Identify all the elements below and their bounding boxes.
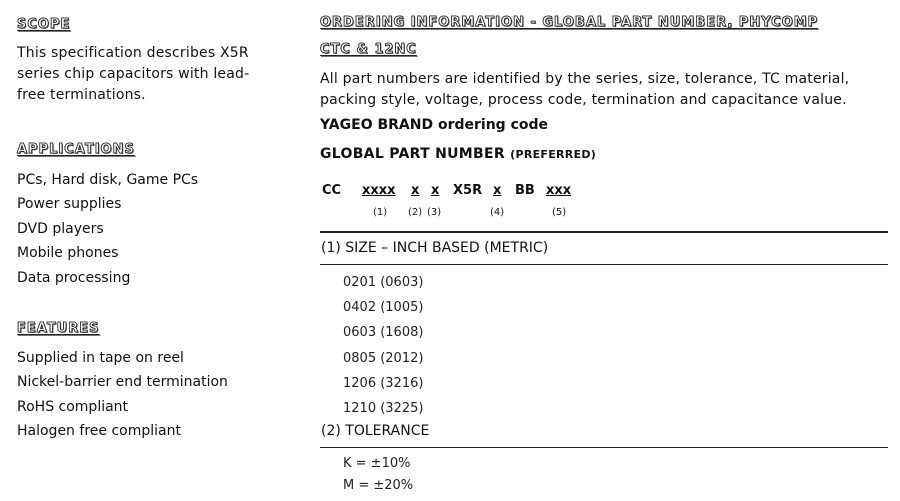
size-list: 0201 (0603) 0402 (1005) 0603 (1608) 0805… xyxy=(343,270,423,421)
divider xyxy=(320,231,888,233)
scope-line: This specification describes X5R xyxy=(17,45,249,61)
list-item: 0201 (0603) xyxy=(343,275,424,290)
list-item: 1206 (3216) xyxy=(343,375,424,391)
scope-text: This specification describes X5R series … xyxy=(17,43,249,106)
ordering-intro: All part numbers are identified by the s… xyxy=(320,69,849,111)
list-item: RoHS compliant xyxy=(17,398,129,415)
applications-heading: Applications xyxy=(17,142,135,158)
list-item: PCs, Hard disk, Game PCs xyxy=(17,172,199,188)
brand-label: YAGEO BRAND ordering code xyxy=(320,117,548,133)
list-item: Data processing xyxy=(17,269,131,286)
list-item: 0805 (2012) xyxy=(343,350,424,366)
code-index: (2) xyxy=(408,207,423,218)
code-index: (5) xyxy=(552,207,567,218)
gpn-note: (PREFERRED) xyxy=(510,148,597,161)
list-item: Supplied in tape on reel xyxy=(17,350,184,366)
code-bb: BB xyxy=(515,183,535,198)
features-heading: Features xyxy=(17,321,100,337)
code-packing: x xyxy=(431,183,440,198)
ordering-heading-2: CTC & 12NC xyxy=(320,42,417,58)
features-list: Supplied in tape on reel Nickel-barrier … xyxy=(17,346,228,444)
code-tolerance: x xyxy=(411,183,420,198)
list-item: Nickel-barrier end termination xyxy=(17,374,228,391)
list-item: M = ±20% xyxy=(343,478,414,493)
code-capacitance: xxx xyxy=(546,183,572,198)
list-item: 0603 (1608) xyxy=(343,325,424,341)
list-item: Mobile phones xyxy=(17,245,119,262)
list-item: Halogen free compliant xyxy=(17,423,181,440)
divider xyxy=(320,447,888,448)
list-item: 0402 (1005) xyxy=(343,300,424,316)
code-cc: CC xyxy=(322,183,342,198)
divider xyxy=(320,264,888,265)
size-heading: (1) SIZE – INCH BASED (METRIC) xyxy=(321,240,549,256)
scope-line: series chip capacitors with lead- xyxy=(17,66,250,82)
scope-heading: Scope xyxy=(17,17,71,33)
ordering-heading: Ordering information - Global part numbe… xyxy=(320,15,819,31)
intro-line: packing style, voltage, process code, te… xyxy=(320,92,847,108)
code-index: (3) xyxy=(427,207,442,218)
code-voltage: x xyxy=(493,183,502,198)
code-index: (4) xyxy=(490,207,505,218)
scope-line: free terminations. xyxy=(17,87,146,103)
intro-line: All part numbers are identified by the s… xyxy=(320,71,850,87)
gpn-label: GLOBAL PART NUMBER xyxy=(320,146,505,162)
code-tc: X5R xyxy=(453,183,483,198)
applications-list: PCs, Hard disk, Game PCs Power supplies … xyxy=(17,168,198,290)
code-size: xxxx xyxy=(362,183,396,198)
tolerance-list: K = ±10% M = ±20% xyxy=(343,453,413,497)
list-item: Power supplies xyxy=(17,196,122,213)
list-item: 1210 (3225) xyxy=(343,401,424,417)
code-index: (1) xyxy=(373,207,388,218)
gpn-title: GLOBAL PART NUMBER (PREFERRED) xyxy=(320,146,596,162)
list-item: K = ±10% xyxy=(343,456,411,471)
tolerance-heading: (2) TOLERANCE xyxy=(321,423,430,439)
list-item: DVD players xyxy=(17,220,104,237)
